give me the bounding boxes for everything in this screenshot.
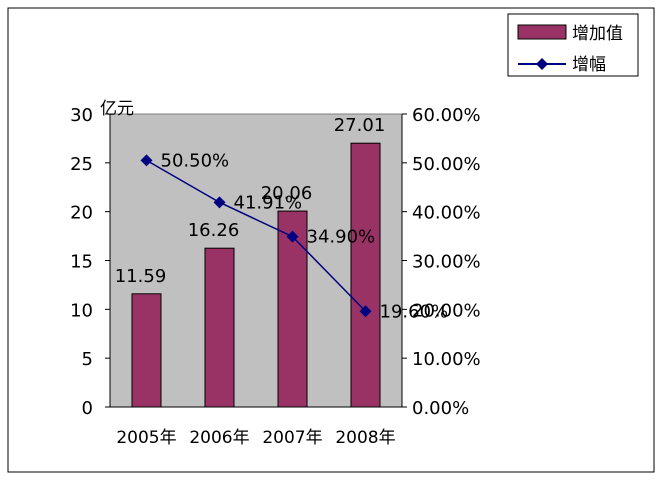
right-tick-label: 20.00% [412,300,481,321]
bar-data-label: 16.26 [188,220,240,241]
bar [350,142,381,408]
line-data-label: 19.60% [380,301,449,322]
line-data-label: 34.90% [307,227,376,248]
left-tick-label: 10 [70,300,93,321]
right-tick-label: 10.00% [412,349,481,370]
bar-data-label: 11.59 [115,266,167,287]
x-tick-label: 2006年 [189,428,249,448]
left-tick-label: 5 [82,349,93,370]
left-tick-label: 0 [82,398,93,419]
bar [131,293,162,408]
right-tick-label: 40.00% [412,203,481,224]
right-tick-label: 30.00% [412,252,481,273]
bar [277,210,308,408]
line-point [213,196,226,209]
right-tick-label: 50.00% [412,154,481,175]
bar-data-label: 20.06 [261,183,313,204]
legend-line-label: 增幅 [572,55,606,75]
left-tick-label: 15 [70,252,93,273]
bar-data-label: 27.01 [334,115,386,136]
legend-bar-swatch [517,24,567,40]
line-point [286,230,299,243]
y-unit-label: 亿元 [100,99,134,119]
line-data-label: 50.50% [161,150,230,171]
line-series [146,159,367,312]
legend: 增加值 增幅 [507,13,639,77]
right-tick-label: 0.00% [412,398,469,419]
left-tick-label: 25 [70,154,93,175]
x-tick-label: 2005年 [116,428,176,448]
left-tick-label: 20 [70,203,93,224]
legend-bar-label: 增加值 [572,24,623,44]
legend-line-marker [536,58,548,70]
line-data-label: 41.91% [234,192,303,213]
legend-box [507,13,639,77]
line-point [140,154,153,167]
left-tick-label: 30 [70,105,93,126]
x-tick-label: 2008年 [335,428,395,448]
right-tick-label: 60.00% [412,105,481,126]
bar [204,247,235,408]
x-tick-label: 2007年 [262,428,322,448]
line-point [359,305,372,318]
